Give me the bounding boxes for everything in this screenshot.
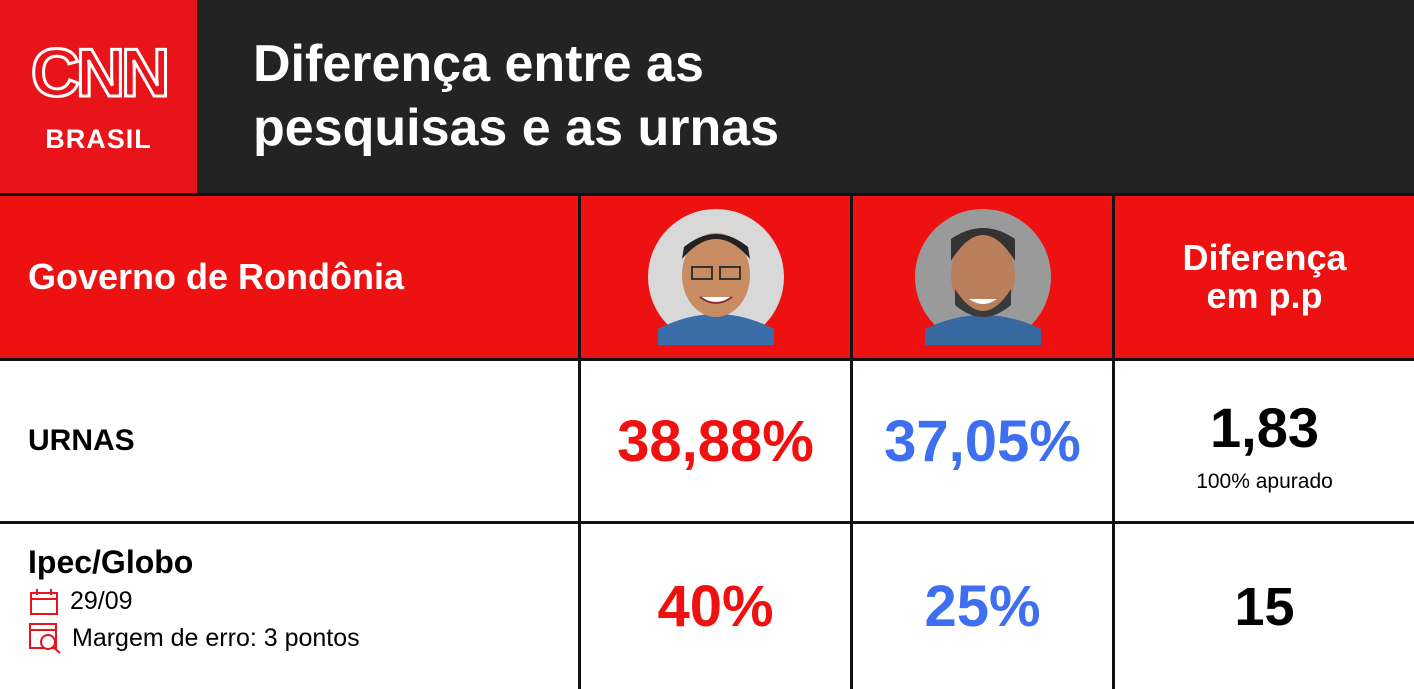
candidate-2-value: 37,05%: [884, 408, 1081, 474]
corner-cell: Governo de Rondônia: [0, 196, 578, 358]
margin-icon: [29, 623, 61, 654]
logo-subtitle: BRASIL: [45, 124, 152, 154]
diff-header-line: em p.p: [1206, 275, 1323, 316]
corner-label: Governo de Rondônia: [28, 256, 405, 297]
row-label-cell: URNAS: [0, 361, 578, 521]
date-line: 29/09: [28, 587, 578, 616]
value-cell: 40%: [581, 524, 850, 689]
diff-value: 15: [1234, 576, 1295, 637]
candidate-1-value: 38,88%: [617, 408, 814, 474]
calendar-icon: [30, 588, 58, 615]
diff-value: 1,83: [1210, 395, 1319, 459]
diff-note: 100% apurado: [1196, 469, 1333, 493]
logo-brand: CNN: [29, 34, 171, 113]
diff-cell: 1,83 100% apurado: [1115, 361, 1414, 521]
header-bar: [0, 0, 1414, 193]
title-line: pesquisas e as urnas: [253, 99, 780, 157]
diff-header-cell: Diferença em p.p: [1115, 196, 1414, 358]
candidate-photo: [647, 209, 784, 345]
value-cell: 37,05%: [853, 361, 1112, 521]
candidate-2-value: 25%: [924, 574, 1041, 639]
candidate-photo: [914, 209, 1051, 345]
margin-line: Margem de erro: 3 pontos: [28, 622, 578, 654]
diff-header-line: Diferença: [1182, 237, 1347, 278]
title-line: Diferença entre as: [253, 35, 704, 93]
diff-cell: 15: [1115, 524, 1414, 689]
value-cell: 25%: [853, 524, 1112, 689]
candidate-photo-cell: [581, 196, 850, 358]
logo: CNN BRASIL: [0, 0, 197, 193]
row-label: Ipec/Globo: [28, 544, 194, 580]
candidate-photo-cell: [853, 196, 1112, 358]
row-label-cell: Ipec/Globo 29/09 Margem de erro: 3 ponto…: [0, 524, 578, 689]
value-cell: 38,88%: [581, 361, 850, 521]
candidate-1-value: 40%: [657, 574, 774, 639]
title: Diferença entre as pesquisas e as urnas: [253, 32, 779, 160]
date: 29/09: [70, 587, 133, 615]
row-label: URNAS: [28, 424, 135, 457]
margin: Margem de erro: 3 pontos: [72, 623, 360, 652]
